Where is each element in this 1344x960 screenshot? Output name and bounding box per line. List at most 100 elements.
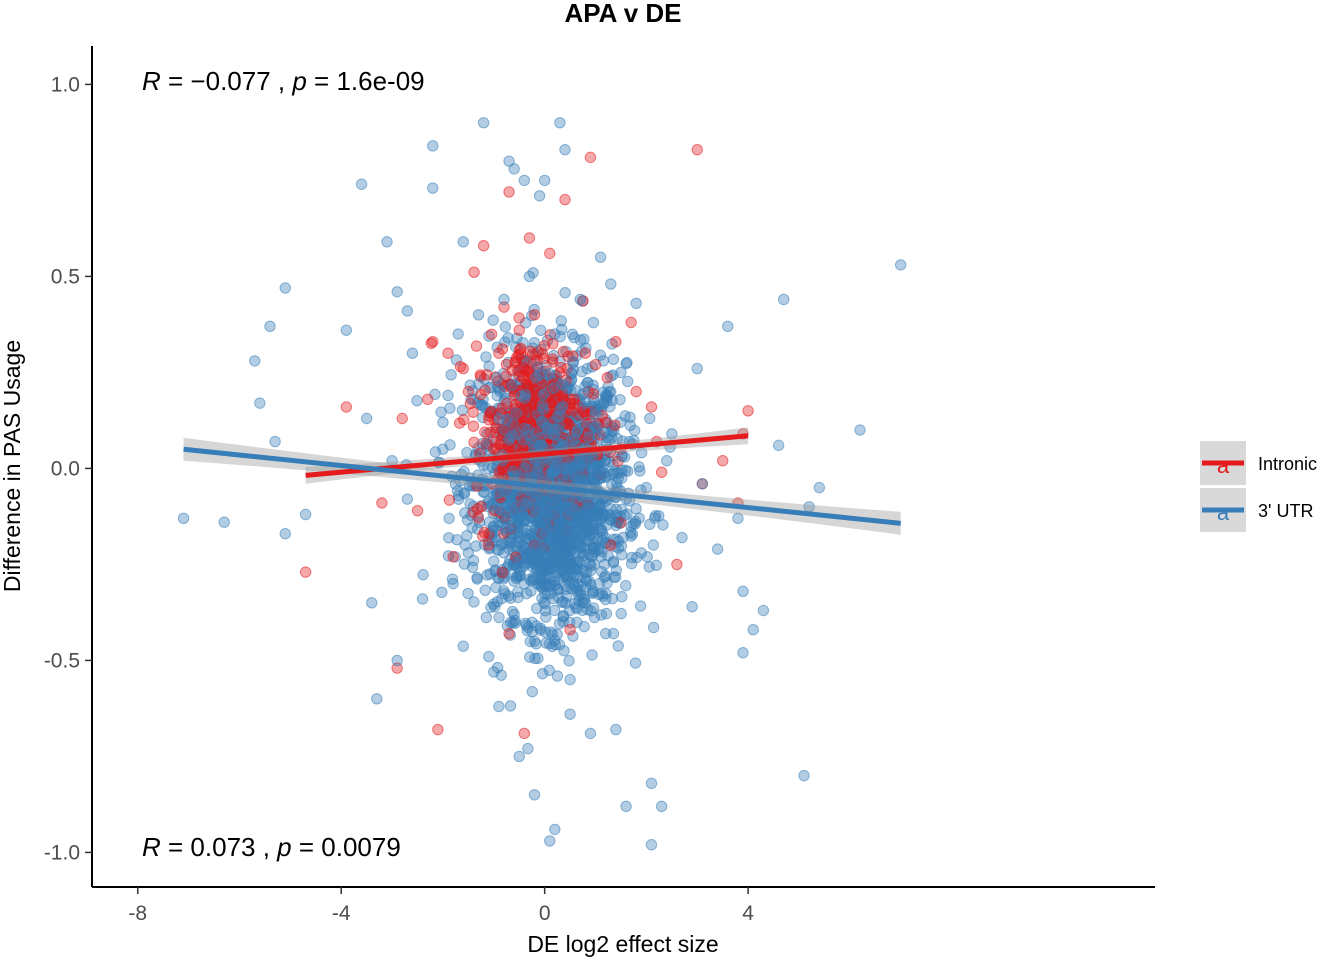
data-point-3utr [599,627,612,640]
data-point-3utr [610,503,622,515]
data-point-3utr [495,504,507,517]
data-point-3utr [457,640,469,652]
data-point-3utr [747,624,759,636]
data-point-3utr [619,410,631,422]
x-tick-label: -4 [332,902,351,925]
data-point-3utr [607,353,620,366]
data-point-3utr [585,605,597,617]
data-point-3utr [574,293,586,306]
data-point-3utr [524,651,536,663]
data-point-intronic [496,566,509,579]
data-point-3utr [406,347,419,359]
data-point-3utr [442,389,454,402]
data-point-3utr [645,839,658,851]
y-tick-label: 1.0 [51,73,80,96]
data-point-3utr [543,562,556,574]
data-point-3utr [502,332,514,344]
data-point-3utr [391,286,403,298]
data-point-3utr [676,531,688,544]
data-point-intronic [513,324,525,336]
data-point-3utr [543,664,555,677]
legend-key-3utr-glyph: a [1217,500,1230,525]
data-point-intronic [577,405,590,418]
data-point-3utr [640,481,653,494]
data-point-3utr [477,117,490,129]
data-point-3utr [557,611,569,623]
data-point-intronic [457,362,469,375]
data-point-intronic [645,401,658,413]
data-point-3utr [360,412,373,425]
data-point-3utr [587,316,600,329]
data-point-intronic [464,397,477,410]
data-point-3utr [601,577,613,589]
data-point-intronic [391,662,403,674]
data-point-3utr [489,565,502,577]
data-point-3utr [696,478,709,490]
data-point-3utr [461,514,474,526]
data-point-3utr [641,551,653,563]
data-point-3utr [569,563,582,575]
data-point-3utr [536,399,548,412]
data-point-3utr [647,621,660,634]
data-point-3utr [625,557,638,570]
data-point-3utr [299,508,312,521]
data-point-3utr [778,293,790,306]
data-point-3utr [612,640,624,652]
data-point-3utr [457,236,469,248]
data-point-3utr [555,315,567,327]
data-point-intronic [488,443,500,455]
data-point-3utr [507,418,519,430]
data-point-3utr [596,566,608,578]
annotation-intronic-p-value: 0.0079 [321,832,401,862]
data-point-intronic [427,335,439,348]
data-point-intronic [630,385,642,398]
data-point-3utr [653,510,665,522]
data-point-3utr [621,375,634,388]
data-point-3utr [526,685,539,698]
data-point-3utr [686,600,698,613]
data-point-3utr [437,443,449,455]
data-point-3utr [569,470,581,482]
data-point-3utr [603,386,615,398]
data-point-3utr [452,489,465,502]
data-point-3utr [493,413,505,425]
data-point-3utr [604,401,616,413]
data-point-intronic [517,370,529,382]
data-point-3utr [459,507,471,519]
y-tick-label: -0.5 [44,649,80,672]
data-point-intronic [468,436,480,449]
legend-label-intronic: Intronic [1258,454,1317,474]
data-point-intronic [528,309,541,321]
data-point-intronic [421,393,434,405]
data-point-intronic [579,347,592,359]
data-point-intronic [587,388,599,400]
legend: a Intronic a 3' UTR [1200,441,1317,532]
data-point-intronic [299,566,312,578]
data-point-3utr [537,388,549,401]
data-point-intronic [496,462,509,475]
data-point-3utr [470,540,482,552]
data-point-3utr [711,543,724,555]
data-point-3utr [589,538,601,550]
data-point-intronic [480,437,492,450]
data-point-3utr [620,357,632,370]
data-point-3utr [573,525,585,537]
data-point-intronic [564,624,576,636]
data-point-3utr [515,554,527,567]
data-point-3utr [598,427,610,439]
data-point-intronic [625,316,637,329]
data-point-3utr [615,366,627,379]
data-point-3utr [563,655,575,667]
data-point-intronic [443,494,456,506]
data-point-3utr [548,579,561,592]
data-point-3utr [591,420,603,433]
data-point-3utr [264,320,276,333]
data-point-3utr [177,512,190,525]
data-point-3utr [732,512,744,525]
data-point-intronic [538,352,550,365]
data-point-3utr [472,378,485,390]
data-point-3utr [492,544,505,556]
y-tick-label: 0.5 [51,265,80,288]
data-point-3utr [391,654,403,667]
